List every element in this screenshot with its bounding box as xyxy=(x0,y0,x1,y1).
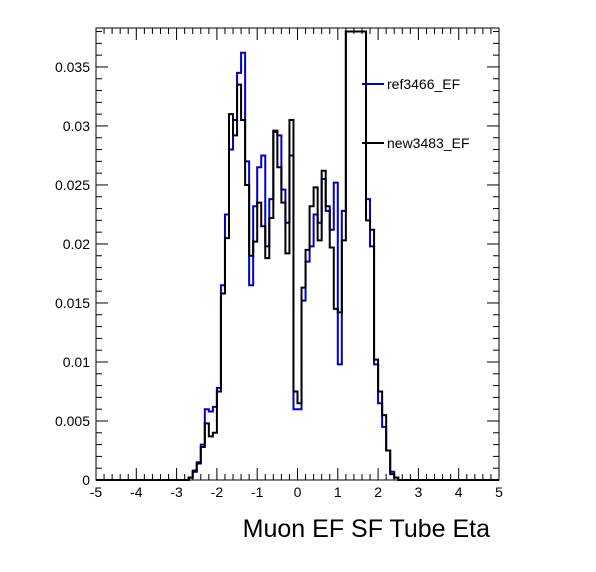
y-tick-label: 0.025 xyxy=(55,177,90,193)
x-tick-label: -3 xyxy=(170,484,183,500)
plot-frame xyxy=(95,27,500,481)
x-tick-label: -2 xyxy=(211,484,224,500)
x-axis-title: Muon EF SF Tube Eta xyxy=(243,515,490,543)
x-tick-label: 1 xyxy=(334,484,342,500)
x-tick-label: -1 xyxy=(251,484,264,500)
y-tick-label: 0.005 xyxy=(55,413,90,429)
y-tick-label: 0 xyxy=(82,472,90,488)
y-tick-label: 0.035 xyxy=(55,59,90,75)
y-tick-label: 0.01 xyxy=(63,354,90,370)
x-tick-label: -4 xyxy=(130,484,143,500)
histogram-series-0 xyxy=(96,30,499,481)
x-tick-label: 2 xyxy=(374,484,382,500)
x-tick-label: 5 xyxy=(495,484,503,500)
x-tick-label: 4 xyxy=(455,484,463,500)
x-tick-label: 3 xyxy=(415,484,423,500)
x-tick-label: -5 xyxy=(90,484,103,500)
legend-label-0: ref3466_EF xyxy=(387,76,460,92)
y-tick-label: 0.015 xyxy=(55,295,90,311)
legend-label-1: new3483_EF xyxy=(387,135,470,151)
histogram-series-1 xyxy=(96,30,499,481)
y-tick-label: 0.03 xyxy=(63,118,90,134)
x-tick-label: 0 xyxy=(294,484,302,500)
y-tick-label: 0.02 xyxy=(63,236,90,252)
